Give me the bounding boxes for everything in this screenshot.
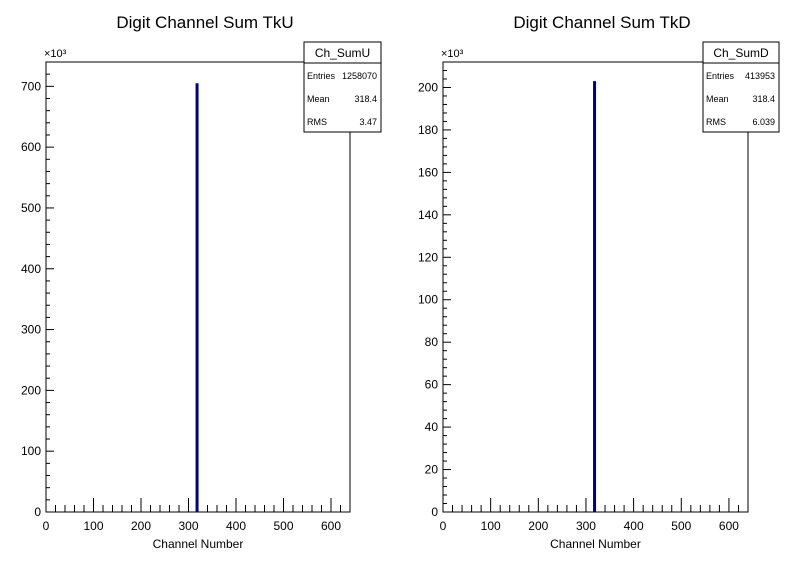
- x-axis-title: Channel Number: [153, 537, 244, 551]
- y-multiplier-label: ×10³: [441, 48, 464, 60]
- stats-row-label: RMS: [706, 117, 726, 127]
- x-tick-label: 300: [178, 519, 198, 533]
- stats-row-value: 318.4: [752, 94, 775, 104]
- stats-row-label: Entries: [706, 71, 735, 81]
- y-tick-label: 200: [21, 383, 41, 397]
- y-tick-label: 500: [21, 201, 41, 215]
- histogram-panel: Digit Channel Sum TkU 0 100 200 300 400 500 600…: [21, 13, 382, 551]
- y-tick-label: 40: [425, 420, 439, 434]
- stats-box-frame: [303, 41, 382, 133]
- x-tick-label: 600: [321, 519, 341, 533]
- chart-title: Digit Channel Sum TkU: [116, 13, 293, 32]
- chart-title: Digit Channel Sum TkD: [513, 13, 690, 32]
- y-tick-label: 600: [21, 140, 41, 154]
- stats-box: Ch_SumU Entries 1258070 Mean 318.4 RMS 3.47: [303, 41, 382, 133]
- y-tick-label: 0: [34, 505, 41, 519]
- y-tick-label: 120: [418, 250, 438, 264]
- stats-box-name: Ch_SumU: [315, 46, 370, 60]
- y-tick-label: 300: [21, 323, 41, 337]
- stats-row-label: Mean: [706, 94, 729, 104]
- y-tick-label: 700: [21, 79, 41, 93]
- y-tick-label: 0: [431, 505, 438, 519]
- stats-box-frame: [702, 41, 780, 133]
- x-tick-label: 500: [671, 519, 691, 533]
- y-tick-label: 60: [425, 378, 439, 392]
- x-tick-label: 0: [440, 519, 447, 533]
- x-tick-label: 400: [226, 519, 246, 533]
- y-tick-label: 100: [21, 444, 41, 458]
- stats-row-value: 318.4: [354, 94, 377, 104]
- x-tick-label: 200: [131, 519, 151, 533]
- y-tick-label: 80: [425, 335, 439, 349]
- y-tick-label: 140: [418, 208, 438, 222]
- y-tick-label: 160: [418, 165, 438, 179]
- stats-row-label: Entries: [307, 71, 336, 81]
- stats-row-label: RMS: [307, 117, 327, 127]
- stats-row-value: 1258070: [342, 71, 377, 81]
- y-tick-label: 200: [418, 80, 438, 94]
- y-tick-label: 180: [418, 123, 438, 137]
- x-axis-title: Channel Number: [550, 537, 641, 551]
- x-tick-label: 400: [624, 519, 644, 533]
- stats-box-name: Ch_SumD: [713, 46, 769, 60]
- x-tick-label: 300: [576, 519, 596, 533]
- x-tick-label: 100: [481, 519, 501, 533]
- x-tick-label: 200: [528, 519, 548, 533]
- stats-row-value: 413953: [745, 71, 775, 81]
- stats-row-value: 3.47: [359, 117, 377, 127]
- y-tick-label: 400: [21, 262, 41, 276]
- y-multiplier-label: ×10³: [44, 48, 67, 60]
- y-tick-label: 100: [418, 293, 438, 307]
- stats-row-label: Mean: [307, 94, 330, 104]
- x-tick-label: 600: [719, 519, 739, 533]
- y-tick-label: 20: [425, 463, 439, 477]
- stats-row-value: 6.039: [752, 117, 775, 127]
- x-tick-label: 500: [273, 519, 293, 533]
- x-tick-label: 100: [83, 519, 103, 533]
- stats-box: Ch_SumD Entries 413953 Mean 318.4 RMS 6.039: [702, 41, 780, 133]
- x-tick-label: 0: [43, 519, 50, 533]
